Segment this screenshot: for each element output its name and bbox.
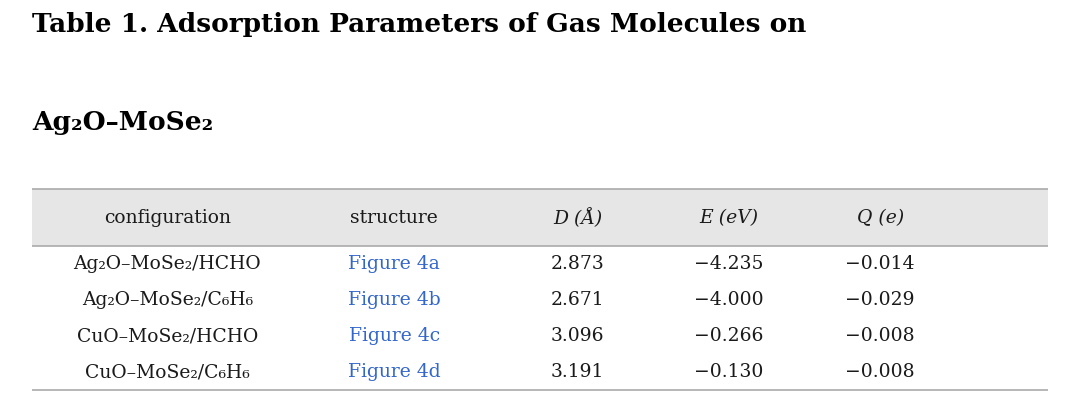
Text: −4.235: −4.235 xyxy=(694,255,764,273)
Text: −0.266: −0.266 xyxy=(694,327,764,345)
Text: 3.191: 3.191 xyxy=(551,363,605,381)
FancyBboxPatch shape xyxy=(32,318,1048,354)
Text: configuration: configuration xyxy=(104,209,231,227)
FancyBboxPatch shape xyxy=(32,246,1048,282)
Text: −0.014: −0.014 xyxy=(846,255,915,273)
Text: −0.130: −0.130 xyxy=(694,363,764,381)
FancyBboxPatch shape xyxy=(32,354,1048,390)
Text: Ag₂O–MoSe₂/HCHO: Ag₂O–MoSe₂/HCHO xyxy=(73,255,261,273)
Text: Figure 4d: Figure 4d xyxy=(348,363,441,381)
Text: 3.096: 3.096 xyxy=(551,327,605,345)
Text: Ag₂O–MoSe₂: Ag₂O–MoSe₂ xyxy=(32,110,214,135)
Text: CuO–MoSe₂/C₆H₆: CuO–MoSe₂/C₆H₆ xyxy=(85,363,249,381)
Text: Figure 4b: Figure 4b xyxy=(348,291,441,309)
FancyBboxPatch shape xyxy=(32,189,1048,246)
Text: Q (e): Q (e) xyxy=(856,209,904,227)
Text: CuO–MoSe₂/HCHO: CuO–MoSe₂/HCHO xyxy=(77,327,258,345)
Text: −0.008: −0.008 xyxy=(846,327,915,345)
Text: −0.029: −0.029 xyxy=(846,291,915,309)
Text: −4.000: −4.000 xyxy=(694,291,764,309)
FancyBboxPatch shape xyxy=(32,282,1048,318)
Text: D (Å): D (Å) xyxy=(553,208,603,228)
Text: −0.008: −0.008 xyxy=(846,363,915,381)
Text: 2.873: 2.873 xyxy=(551,255,605,273)
Text: structure: structure xyxy=(350,209,438,227)
Text: Figure 4a: Figure 4a xyxy=(349,255,440,273)
Text: Ag₂O–MoSe₂/C₆H₆: Ag₂O–MoSe₂/C₆H₆ xyxy=(82,291,253,309)
Text: E (eV): E (eV) xyxy=(700,209,758,227)
Text: Table 1. Adsorption Parameters of Gas Molecules on: Table 1. Adsorption Parameters of Gas Mo… xyxy=(32,12,807,37)
Text: 2.671: 2.671 xyxy=(551,291,605,309)
Text: Figure 4c: Figure 4c xyxy=(349,327,440,345)
